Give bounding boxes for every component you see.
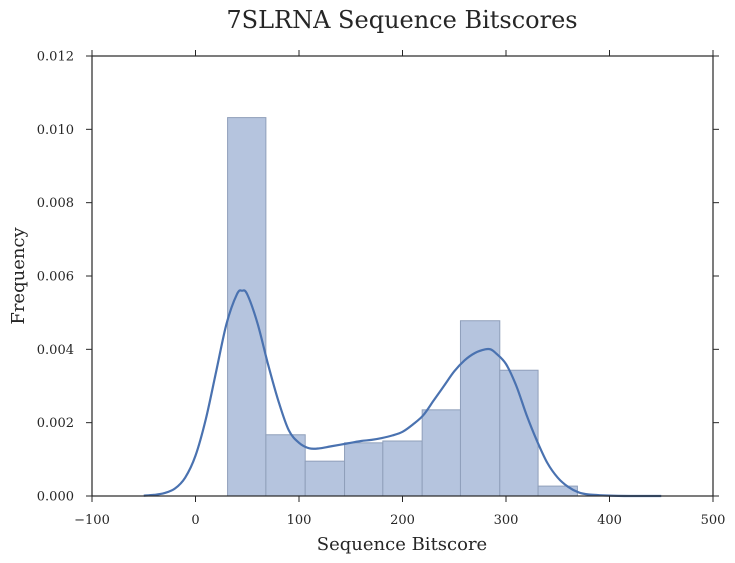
plot-frame (91, 55, 714, 497)
x-axis-title: Sequence Bitscore (317, 534, 487, 555)
histogram-bar-3 (344, 442, 384, 497)
x-tick-label: 200 (390, 513, 415, 528)
histogram-bar-4 (382, 440, 423, 497)
x-tick-label: 0 (191, 513, 199, 528)
x-tick-label: 300 (494, 513, 519, 528)
histogram-bar-2 (304, 460, 346, 497)
histogram-bar-6 (459, 320, 501, 497)
x-tick-label: 100 (287, 513, 312, 528)
y-tick-label: 0.012 (37, 50, 74, 65)
y-tick-label: 0.000 (37, 490, 74, 505)
kde-line (143, 289, 662, 498)
x-tick-label: 500 (701, 513, 726, 528)
histogram-bar-5 (421, 409, 461, 497)
y-tick-label: 0.006 (37, 270, 74, 285)
histogram-bar-0 (227, 117, 267, 497)
y-axis-title: Frequency (8, 226, 29, 324)
x-tick-label: −100 (74, 513, 110, 528)
y-tick-label: 0.002 (37, 416, 74, 431)
chart-title: 7SLRNA Sequence Bitscores (226, 6, 577, 34)
histogram-bar-8 (537, 485, 578, 497)
histogram-bar-1 (265, 434, 306, 497)
y-tick-label: 0.008 (37, 196, 74, 211)
y-tick-label: 0.004 (37, 343, 74, 358)
x-tick-label: 400 (597, 513, 622, 528)
histogram-bar-7 (499, 369, 539, 497)
y-tick-label: 0.010 (37, 123, 74, 138)
